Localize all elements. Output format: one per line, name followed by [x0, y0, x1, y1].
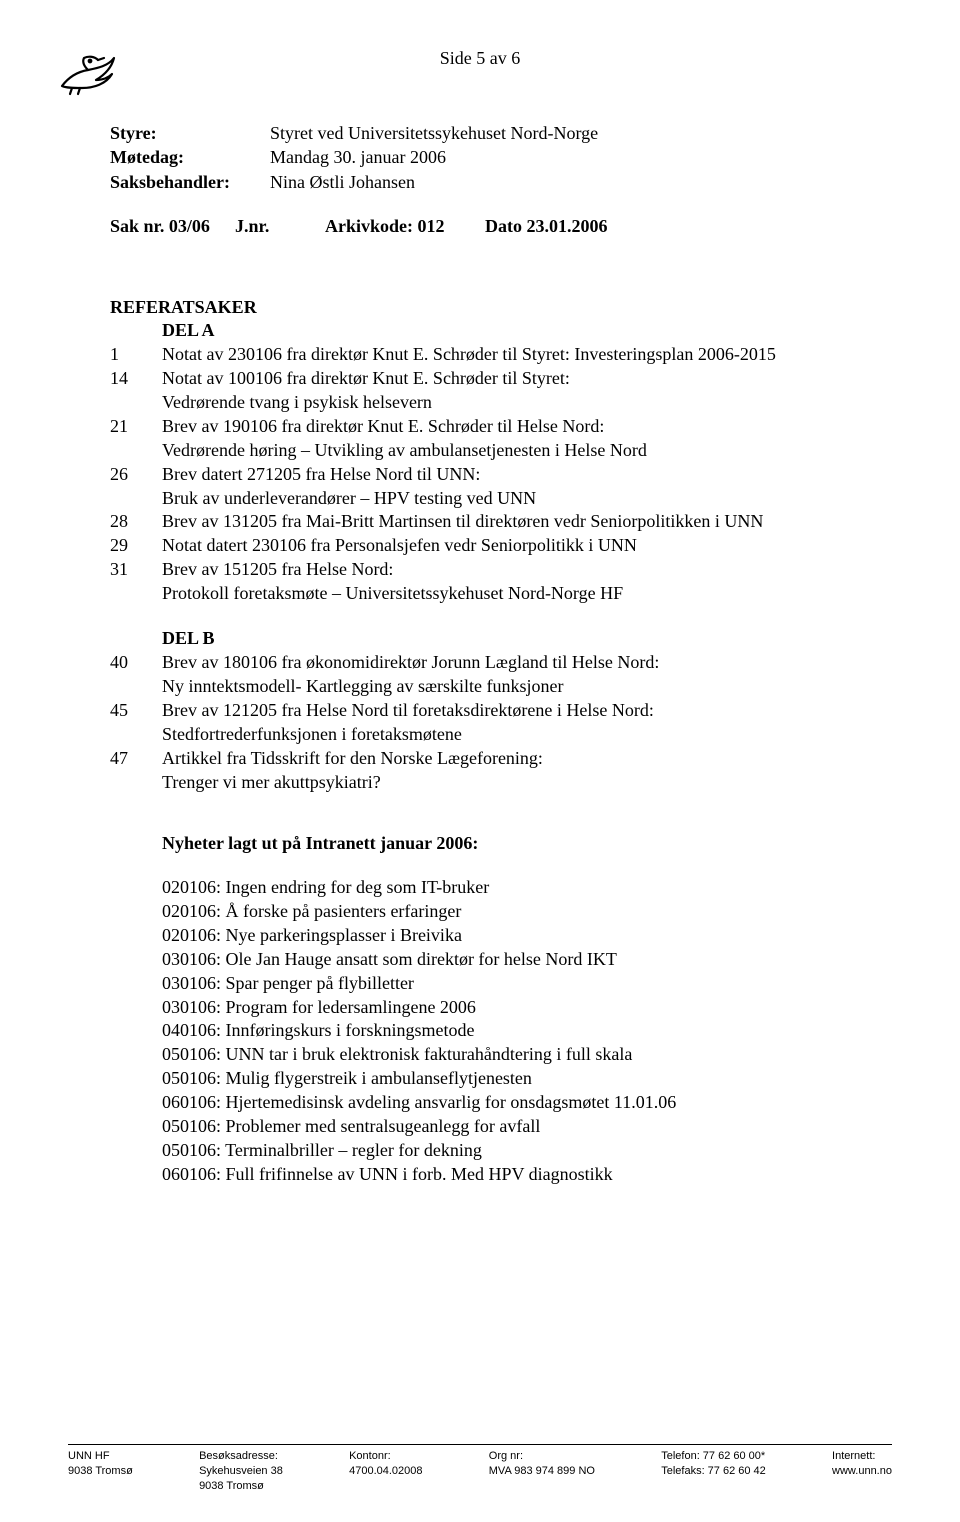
news-line: 030106: Spar penger på flybilletter — [162, 972, 850, 996]
meta-row-styre: Styre: Styret ved Universitetssykehuset … — [110, 121, 850, 145]
item-number: 21 — [110, 415, 162, 463]
item-number: 40 — [110, 651, 162, 699]
meta-block: Styre: Styret ved Universitetssykehuset … — [110, 121, 850, 194]
item-number: 1 — [110, 343, 162, 367]
footer-line: 9038 Tromsø — [68, 1464, 133, 1479]
jnr: J.nr. — [235, 216, 325, 237]
footer-col: Org nr:MVA 983 974 899 NO — [489, 1449, 595, 1494]
item-number: 47 — [110, 747, 162, 795]
page-header: Side 5 av 6 — [110, 48, 850, 69]
footer-col: Besøksadresse:Sykehusveien 389038 Tromsø — [199, 1449, 283, 1494]
list-item: 1Notat av 230106 fra direktør Knut E. Sc… — [110, 343, 850, 367]
news-line: 040106: Innføringskurs i forskningsmetod… — [162, 1019, 850, 1043]
footer-col: Kontonr:4700.04.02008 — [349, 1449, 422, 1494]
item-text: Notat av 230106 fra direktør Knut E. Sch… — [162, 343, 850, 367]
item-text: Brev av 131205 fra Mai-Britt Martinsen t… — [162, 510, 850, 534]
item-number: 45 — [110, 699, 162, 747]
footer-col: UNN HF9038 Tromsø — [68, 1449, 133, 1494]
footer-col: Internett:www.unn.no — [832, 1449, 892, 1494]
news-line: 050106: Mulig flygerstreik i ambulansefl… — [162, 1067, 850, 1091]
news-line: 050106: Problemer med sentralsugeanlegg … — [162, 1115, 850, 1139]
sak-row: Sak nr. 03/06 J.nr. Arkivkode: 012 Dato … — [110, 216, 850, 237]
footer-line: UNN HF — [68, 1449, 133, 1464]
news-line: 050106: UNN tar i bruk elektronisk faktu… — [162, 1043, 850, 1067]
del-b-title: DEL B — [162, 628, 850, 649]
bird-logo-icon — [54, 48, 126, 96]
meta-value: Styret ved Universitetssykehuset Nord-No… — [270, 121, 598, 145]
item-text: Brev av 180106 fra økonomidirektør Jorun… — [162, 651, 850, 699]
list-item: 31Brev av 151205 fra Helse Nord: Protoko… — [110, 558, 850, 606]
footer-line: 4700.04.02008 — [349, 1464, 422, 1479]
footer-line: Org nr: — [489, 1449, 595, 1464]
del-a-title: DEL A — [162, 320, 850, 341]
meta-row-motedag: Møtedag: Mandag 30. januar 2006 — [110, 145, 850, 169]
news-line: 060106: Full frifinnelse av UNN i forb. … — [162, 1163, 850, 1187]
item-number: 29 — [110, 534, 162, 558]
meta-label: Møtedag: — [110, 145, 270, 169]
item-text: Brev av 121205 fra Helse Nord til foreta… — [162, 699, 850, 747]
list-item: 14Notat av 100106 fra direktør Knut E. S… — [110, 367, 850, 415]
footer: UNN HF9038 Tromsø Besøksadresse:Sykehusv… — [68, 1444, 892, 1494]
news-list: 020106: Ingen endring for deg som IT-bru… — [162, 876, 850, 1187]
list-item: 21Brev av 190106 fra direktør Knut E. Sc… — [110, 415, 850, 463]
item-number: 31 — [110, 558, 162, 606]
news-line: 020106: Ingen endring for deg som IT-bru… — [162, 876, 850, 900]
list-item: 28Brev av 131205 fra Mai-Britt Martinsen… — [110, 510, 850, 534]
item-text: Notat av 100106 fra direktør Knut E. Sch… — [162, 367, 850, 415]
footer-line: Telefaks: 77 62 60 42 — [661, 1464, 766, 1479]
section-title: REFERATSAKER — [110, 297, 850, 318]
arkivkode: Arkivkode: 012 — [325, 216, 485, 237]
footer-line: Internett: — [832, 1449, 892, 1464]
dato: Dato 23.01.2006 — [485, 216, 608, 237]
item-number: 26 — [110, 463, 162, 511]
item-text: Brev datert 271205 fra Helse Nord til UN… — [162, 463, 850, 511]
news-line: 050106: Terminalbriller – regler for dek… — [162, 1139, 850, 1163]
footer-line: Besøksadresse: — [199, 1449, 283, 1464]
news-title: Nyheter lagt ut på Intranett januar 2006… — [162, 833, 850, 854]
meta-row-saksbehandler: Saksbehandler: Nina Østli Johansen — [110, 170, 850, 194]
news-line: 030106: Program for ledersamlingene 2006 — [162, 996, 850, 1020]
footer-col: Telefon: 77 62 60 00*Telefaks: 77 62 60 … — [661, 1449, 766, 1494]
list-item: 45Brev av 121205 fra Helse Nord til fore… — [110, 699, 850, 747]
news-line: 020106: Å forske på pasienters erfaringe… — [162, 900, 850, 924]
meta-value: Mandag 30. januar 2006 — [270, 145, 446, 169]
meta-value: Nina Østli Johansen — [270, 170, 415, 194]
list-item: 29Notat datert 230106 fra Personalsjefen… — [110, 534, 850, 558]
item-text: Brev av 190106 fra direktør Knut E. Schr… — [162, 415, 850, 463]
item-text: Brev av 151205 fra Helse Nord: Protokoll… — [162, 558, 850, 606]
item-number: 14 — [110, 367, 162, 415]
list-item: 40Brev av 180106 fra økonomidirektør Jor… — [110, 651, 850, 699]
footer-line: Kontonr: — [349, 1449, 422, 1464]
footer-line: Sykehusveien 38 — [199, 1464, 283, 1479]
item-text: Notat datert 230106 fra Personalsjefen v… — [162, 534, 850, 558]
footer-line: www.unn.no — [832, 1464, 892, 1479]
sak-nr: Sak nr. 03/06 — [110, 216, 235, 237]
item-list-a: 1Notat av 230106 fra direktør Knut E. Sc… — [110, 343, 850, 606]
news-line: 060106: Hjertemedisinsk avdeling ansvarl… — [162, 1091, 850, 1115]
item-text: Artikkel fra Tidsskrift for den Norske L… — [162, 747, 850, 795]
list-item: 26Brev datert 271205 fra Helse Nord til … — [110, 463, 850, 511]
item-number: 28 — [110, 510, 162, 534]
meta-label: Styre: — [110, 121, 270, 145]
footer-line: MVA 983 974 899 NO — [489, 1464, 595, 1479]
footer-line: Telefon: 77 62 60 00* — [661, 1449, 766, 1464]
footer-line: 9038 Tromsø — [199, 1479, 283, 1494]
item-list-b: 40Brev av 180106 fra økonomidirektør Jor… — [110, 651, 850, 795]
news-line: 020106: Nye parkeringsplasser i Breivika — [162, 924, 850, 948]
news-line: 030106: Ole Jan Hauge ansatt som direktø… — [162, 948, 850, 972]
list-item: 47Artikkel fra Tidsskrift for den Norske… — [110, 747, 850, 795]
meta-label: Saksbehandler: — [110, 170, 270, 194]
